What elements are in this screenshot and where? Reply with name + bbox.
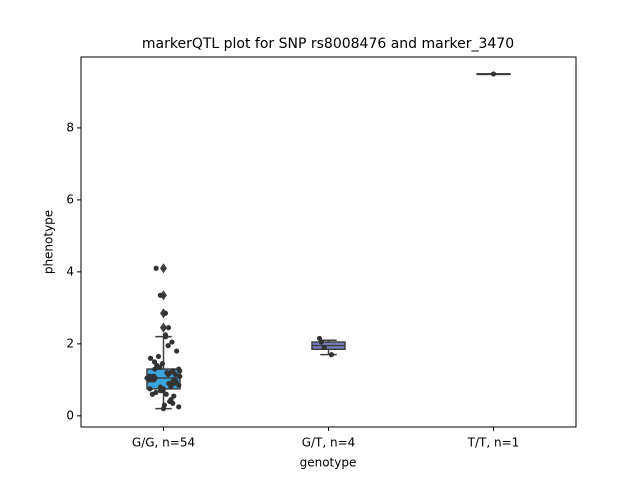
x-tick-label: G/G, n=54 — [132, 436, 195, 450]
strip-point — [174, 348, 180, 354]
strip-point — [165, 343, 171, 349]
strip-point — [147, 373, 153, 379]
strip-point — [155, 353, 162, 360]
strip-point — [153, 265, 159, 271]
strip-point — [328, 352, 335, 358]
strip-point — [171, 377, 178, 383]
strip-point — [169, 339, 175, 345]
strip-point — [159, 361, 166, 367]
strip-point — [316, 335, 323, 342]
x-tick-label: T/T, n=1 — [467, 436, 520, 450]
strip-point — [176, 404, 182, 410]
strip-point — [490, 71, 497, 77]
y-tick-label: 4 — [66, 264, 74, 278]
strip-point — [162, 310, 169, 316]
strip-point — [153, 389, 159, 396]
y-tick-label: 8 — [66, 120, 74, 134]
outlier — [160, 322, 167, 333]
strip-point — [168, 397, 174, 403]
strip-point — [164, 370, 170, 376]
strip-point — [151, 359, 158, 365]
strip-point — [162, 332, 168, 338]
strip-point — [176, 366, 182, 372]
outlier — [160, 290, 167, 301]
strip-point — [161, 402, 168, 408]
y-axis-label: phenotype — [42, 210, 56, 274]
strip-point — [157, 384, 164, 390]
strip-point — [151, 373, 157, 379]
outlier — [160, 263, 167, 274]
strip-point — [165, 325, 172, 331]
strip-point — [157, 292, 163, 298]
chart-title: markerQTL plot for SNP rs8008476 and mar… — [142, 36, 514, 52]
strip-point — [171, 393, 177, 399]
strip-point — [177, 373, 183, 379]
x-tick-label: G/T, n=4 — [302, 436, 356, 450]
strip-point — [147, 355, 154, 361]
y-tick-label: 2 — [66, 336, 74, 350]
strip-point — [321, 344, 327, 351]
strip-point — [176, 382, 182, 388]
x-axis-label: genotype — [300, 456, 357, 470]
strip-point — [147, 386, 153, 392]
y-tick-label: 0 — [66, 408, 74, 422]
strip-point — [163, 391, 169, 397]
strip-point — [170, 368, 176, 374]
y-tick-label: 6 — [66, 192, 74, 206]
